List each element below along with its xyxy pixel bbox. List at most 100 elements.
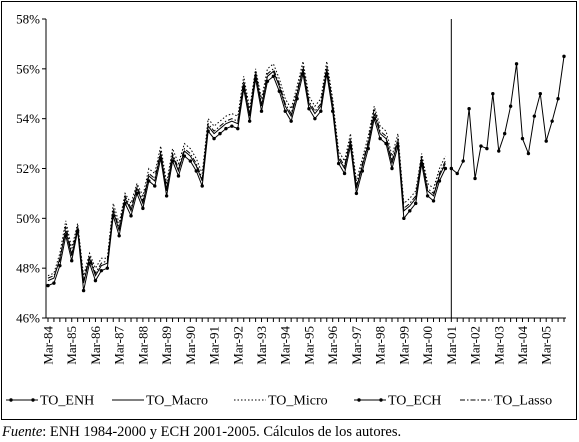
data-point	[390, 166, 394, 171]
data-point	[200, 184, 204, 188]
data-point	[414, 201, 418, 206]
x-tick-label: Mar-90	[183, 326, 198, 365]
data-point	[378, 136, 382, 141]
series-line-to-enh	[47, 73, 446, 291]
data-point	[485, 146, 489, 151]
data-point	[52, 281, 56, 285]
y-tick-label: 46%	[16, 311, 40, 326]
y-tick-label: 48%	[16, 261, 40, 276]
data-point	[153, 184, 157, 188]
data-point	[212, 136, 216, 141]
data-point	[176, 174, 181, 178]
data-point	[58, 263, 62, 268]
x-tick-label: Mar-86	[88, 326, 103, 365]
x-tick-label: Mar-91	[207, 326, 222, 365]
series-line-to-micro	[47, 61, 446, 277]
data-point	[307, 107, 311, 111]
legend-item-to-micro: TO_Micro	[234, 394, 328, 409]
series-line-to-macro	[47, 68, 446, 284]
data-point	[431, 199, 436, 203]
x-tick-label: Mar-85	[64, 326, 79, 365]
data-point	[491, 92, 495, 96]
x-tick-label: Mar-87	[112, 326, 127, 365]
data-point	[218, 131, 222, 136]
legend-label: TO_ECH	[388, 394, 441, 409]
data-point	[105, 266, 110, 270]
data-point	[141, 206, 145, 211]
data-point	[336, 161, 341, 166]
x-tick-label: Mar-01	[444, 326, 459, 365]
data-point	[117, 234, 121, 238]
data-point	[514, 62, 519, 66]
legend-label: TO_Macro	[146, 394, 208, 409]
data-point	[319, 109, 323, 113]
x-tick-label: Mar-03	[491, 326, 506, 365]
source-note-label: Fuente	[2, 424, 43, 440]
data-point	[70, 258, 74, 263]
data-point	[259, 109, 264, 113]
data-point	[449, 166, 454, 171]
x-tick-label: Mar-99	[396, 326, 411, 365]
data-point	[461, 159, 465, 163]
data-point	[129, 214, 133, 218]
y-tick-label: 58%	[16, 12, 40, 27]
x-tick-label: Mar-05	[539, 326, 554, 365]
data-point	[532, 114, 537, 118]
series-to-micro	[47, 61, 446, 277]
legend-label: TO_Micro	[268, 394, 328, 409]
x-tick-label: Mar-98	[373, 326, 388, 365]
chart-frame: 46% 48% 50% 52% 54% 56% 58% Mar-84 Mar-85 Mar-86 M…	[1, 1, 577, 420]
data-point	[520, 136, 525, 141]
y-tick-label: 56%	[16, 61, 40, 76]
data-point	[467, 107, 471, 111]
data-point	[538, 92, 542, 96]
legend-marker	[31, 398, 35, 402]
x-tick-label: Mar-88	[135, 326, 150, 365]
legend-item-to-lasso: TO_Lasso	[460, 394, 552, 409]
data-point	[473, 176, 477, 181]
x-tick-label: Mar-92	[230, 326, 245, 365]
x-tick-label: Mar-97	[349, 326, 364, 365]
data-point	[342, 171, 347, 176]
data-point	[93, 278, 98, 283]
data-point	[283, 109, 287, 113]
legend-label: TO_Lasso	[494, 394, 552, 409]
x-tick-label: Mar-96	[325, 326, 340, 365]
data-point	[354, 191, 359, 196]
data-point	[425, 194, 430, 198]
series-to-lasso	[47, 66, 446, 281]
series-to-ech	[449, 54, 566, 181]
x-tick-label: Mar-93	[254, 326, 269, 365]
data-point	[247, 119, 252, 123]
legend-item-to-enh: TO_ENH	[6, 394, 94, 409]
series-to-macro	[47, 68, 446, 284]
legend-label: TO_ENH	[40, 394, 94, 409]
series-layer	[46, 54, 566, 293]
x-tick-label: Mar-84	[41, 326, 56, 365]
data-point	[99, 268, 104, 273]
series-to-enh	[46, 72, 448, 293]
series-line-to-lasso	[47, 66, 446, 281]
data-point	[164, 194, 169, 198]
legend-item-to-ech: TO_ECH	[354, 394, 441, 409]
x-tick-label: Mar-89	[159, 326, 174, 365]
data-point	[562, 54, 566, 59]
legend: TO_ENH TO_Macro TO_Micro TO_ECH TO_Lasso	[6, 394, 552, 409]
data-point	[526, 151, 531, 156]
data-point	[402, 216, 406, 221]
data-point	[289, 119, 293, 123]
data-point	[443, 166, 448, 171]
series-line-to-ech	[450, 56, 565, 179]
legend-marker	[9, 398, 13, 402]
data-point	[271, 74, 276, 79]
legend-marker	[357, 398, 361, 402]
data-point	[224, 126, 228, 131]
data-point	[46, 283, 50, 288]
line-chart: 46% 48% 50% 52% 54% 56% 58% Mar-84 Mar-85 Mar-86 M…	[6, 12, 566, 409]
data-point	[550, 119, 554, 123]
x-tick-label: Mar-00	[420, 326, 435, 365]
data-point	[502, 131, 507, 136]
axes: 46% 48% 50% 52% 54% 56% 58% Mar-84 Mar-85 Mar-86 M…	[16, 12, 566, 365]
data-point	[313, 116, 317, 121]
data-point	[479, 144, 483, 148]
